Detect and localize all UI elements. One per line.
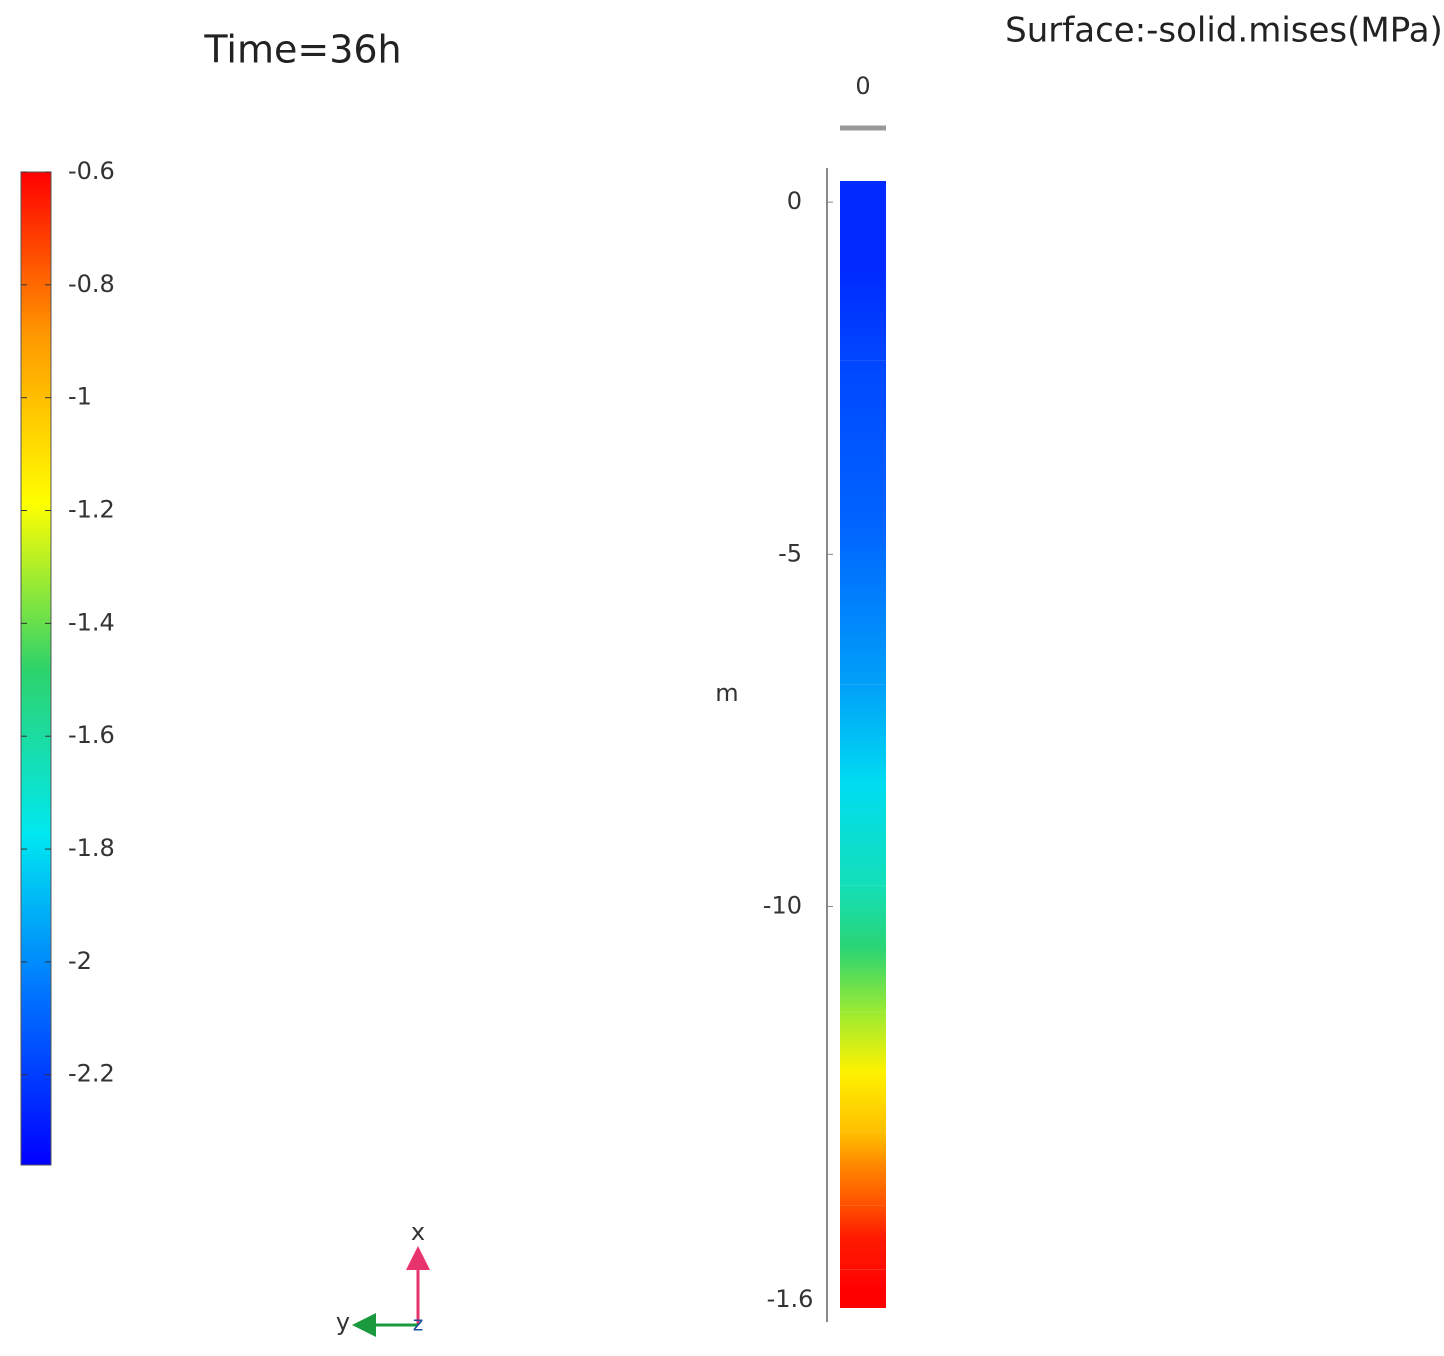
column-segment: [840, 885, 886, 1013]
column-segment: [840, 360, 886, 685]
colorbar-tick-label: -1.6: [68, 721, 115, 749]
column-segment: [840, 1012, 886, 1132]
bottom-label: -1.6: [767, 1285, 814, 1313]
colorbar-tick-label: -2: [68, 947, 92, 975]
triad-x: x: [411, 1218, 425, 1246]
column-segment: [840, 684, 886, 886]
column-segment: [840, 181, 886, 361]
y-axis-label: m: [715, 679, 738, 707]
colorbar-tick-label: -2.2: [68, 1060, 115, 1088]
y-tick-label: 0: [787, 187, 802, 215]
colorbar-tick-label: -1.2: [68, 496, 115, 524]
column-segment: [840, 1131, 886, 1206]
chart-title: Time=36h: [203, 28, 401, 72]
column-segment: [840, 1205, 886, 1270]
chart-subtitle: Surface:-solid.mises(MPa): [1005, 11, 1443, 51]
colorbar: [20, 171, 52, 1166]
colorbar-tick-label: -1.8: [68, 834, 115, 862]
triad-z: z: [413, 1312, 424, 1336]
colorbar-tick-label: -0.6: [68, 157, 115, 185]
colorbar-tick-label: -0.8: [68, 270, 115, 298]
y-tick-label: -5: [778, 539, 802, 567]
colorbar-tick-label: -1: [68, 383, 92, 411]
y-tick-label: -10: [763, 892, 802, 920]
triad-y: y: [336, 1308, 350, 1336]
colorbar-tick-label: -1.4: [68, 608, 115, 636]
x-tick-label: 0: [855, 72, 870, 100]
column-segment: [840, 1269, 886, 1308]
